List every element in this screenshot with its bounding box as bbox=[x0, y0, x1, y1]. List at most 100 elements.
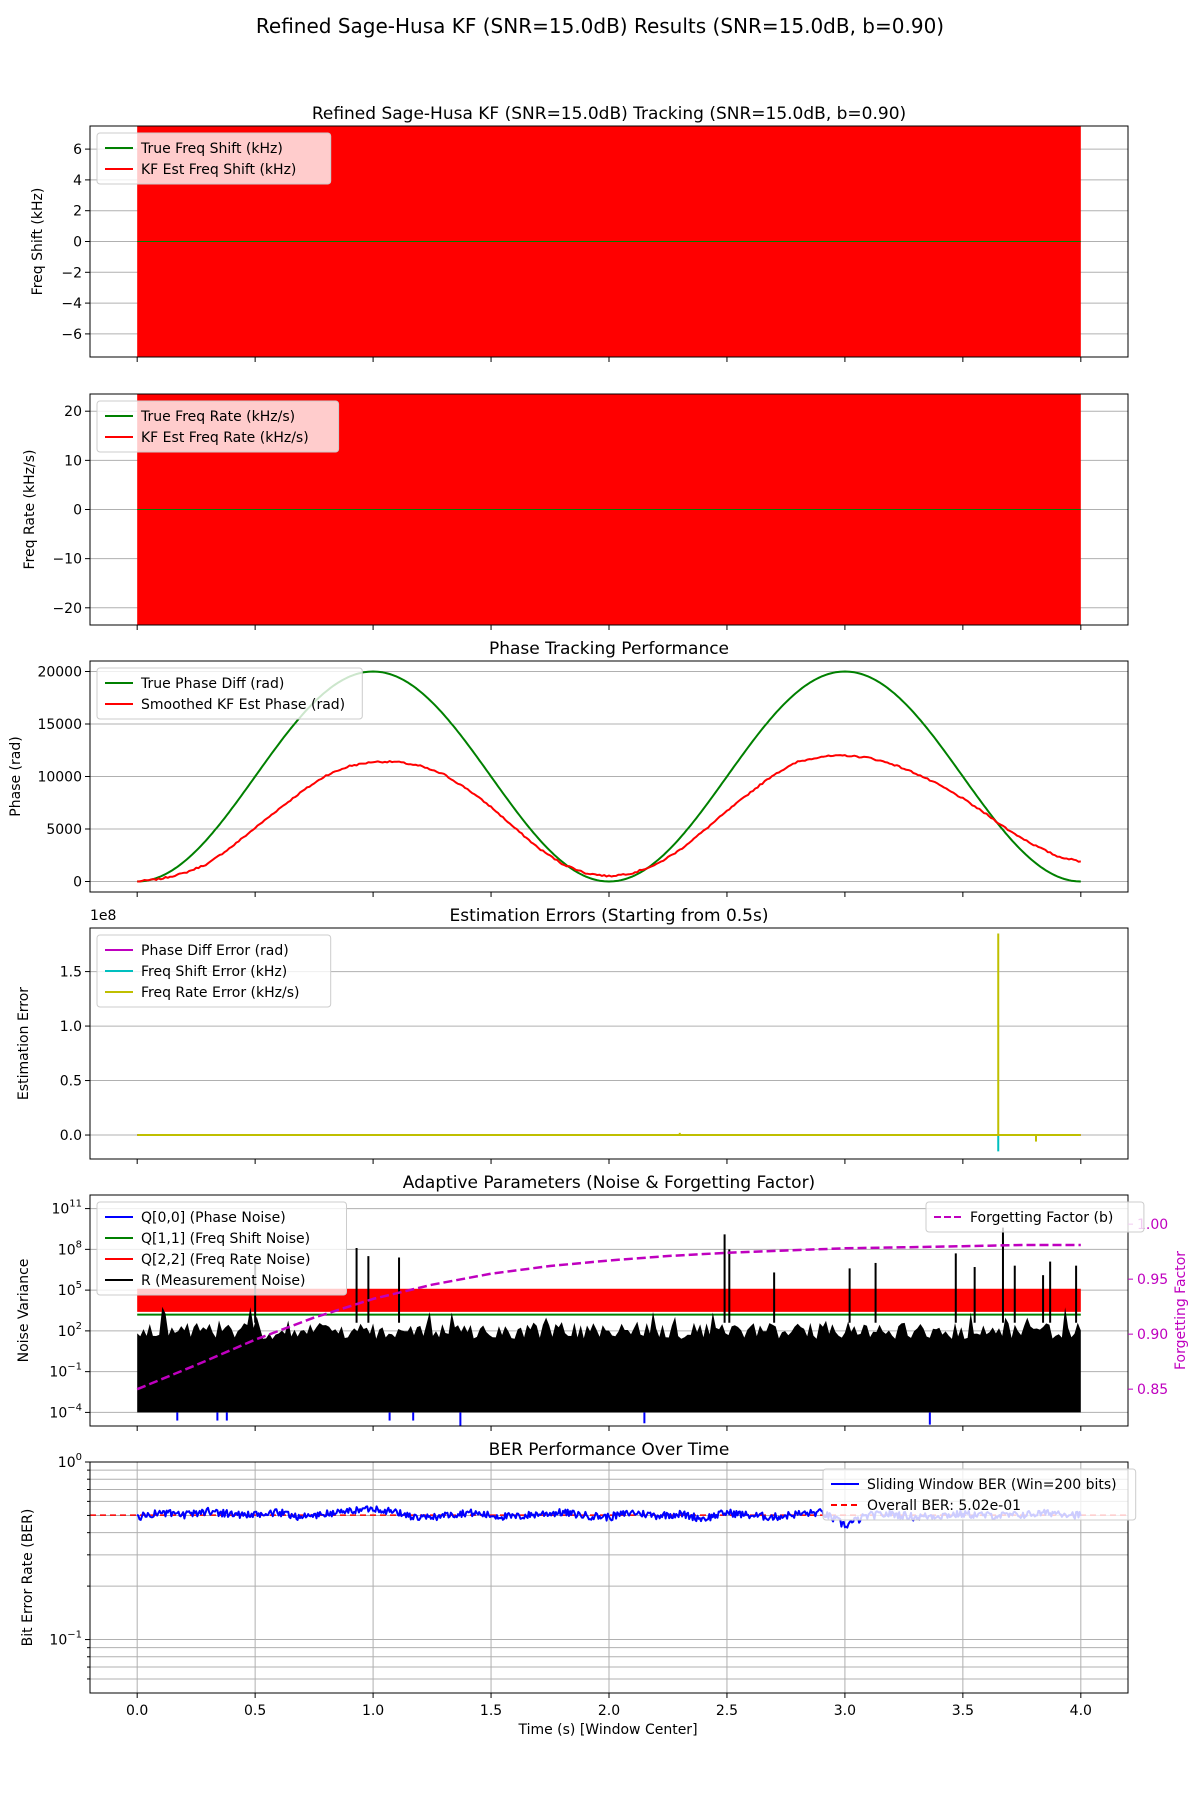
y-tick-label: 10 bbox=[64, 453, 82, 469]
y-tick-label: 20 bbox=[64, 404, 82, 420]
subplot-freq_shift: −6 −4 −2 0 2 4 6 Refined Sage-Husa KF (SNR=15.0… bbox=[30, 104, 1129, 362]
legend-label: R (Measurement Noise) bbox=[141, 1273, 306, 1289]
y-tick-label: 2 bbox=[73, 204, 82, 220]
subplot-title: BER Performance Over Time bbox=[489, 1440, 730, 1460]
kf-estimated-phase-line bbox=[137, 754, 1081, 883]
r-measurement-noise-band bbox=[137, 1306, 1081, 1413]
y-tick-label: 100 bbox=[58, 1452, 82, 1471]
legend-label: Phase Diff Error (rad) bbox=[141, 943, 289, 959]
subplot-title: Estimation Errors (Starting from 0.5s) bbox=[450, 906, 769, 926]
legend: True Phase Diff (rad) Smoothed KF Est Pha… bbox=[96, 667, 363, 720]
y-tick-label: 1011 bbox=[51, 1199, 82, 1218]
y-tick-label: 1.0 bbox=[60, 1019, 82, 1035]
subplot-ber: 10−1 100 0.0 0.5 1.0 1.5 2.0 2.5 3.0 3.5 4.0 BER Pe… bbox=[20, 1440, 1137, 1719]
y-tick-label: 0 bbox=[73, 235, 82, 251]
subplot-phase: 0 5000 10000 15000 20000 Phase Tracking Perfo… bbox=[8, 639, 1129, 897]
y-tick-label: 0 bbox=[73, 875, 82, 891]
legend-box bbox=[925, 1201, 1145, 1233]
y-tick-label: 1.5 bbox=[60, 965, 82, 981]
subplot-freq_rate: −20 −10 0 10 20 Freq Rate (kHz/s) True Freq Ra… bbox=[22, 393, 1129, 630]
y-tick-label: −4 bbox=[61, 296, 82, 312]
subplot-errors: 0.0 0.5 1.0 1.5 1e8 Estimation Errors (Starti… bbox=[16, 906, 1129, 1164]
legend-label: Q[2,2] (Freq Rate Noise) bbox=[141, 1252, 310, 1268]
y2-tick-label: 0.85 bbox=[1137, 1382, 1168, 1398]
q22-band bbox=[137, 1288, 1081, 1312]
y-tick-label: 6 bbox=[73, 142, 82, 158]
subplot-title: Phase Tracking Performance bbox=[489, 639, 729, 659]
legend-box bbox=[96, 934, 332, 1008]
x-tick-label: 2.0 bbox=[598, 1703, 620, 1719]
legend-label: True Freq Rate (kHz/s) bbox=[140, 409, 295, 425]
y-tick-label: 10−1 bbox=[49, 1630, 82, 1649]
legend-noise: Q[0,0] (Phase Noise) Q[1,1] (Freq Shift N… bbox=[96, 1201, 347, 1296]
subplot-title: Refined Sage-Husa KF (SNR=15.0dB) Tracki… bbox=[312, 104, 906, 124]
x-tick-label: 1.5 bbox=[480, 1703, 502, 1719]
y2-tick-label: 0.90 bbox=[1137, 1327, 1168, 1343]
x-tick-label: 0.0 bbox=[126, 1703, 148, 1719]
y-tick-label: 10−1 bbox=[49, 1362, 82, 1381]
legend-label: True Freq Shift (kHz) bbox=[140, 141, 283, 157]
legend-label: Q[0,0] (Phase Noise) bbox=[141, 1210, 286, 1226]
legend-label: KF Est Freq Rate (kHz/s) bbox=[141, 430, 309, 446]
y-tick-label: −6 bbox=[61, 327, 82, 343]
y-tick-label: 15000 bbox=[37, 717, 82, 733]
legend-box bbox=[822, 1468, 1137, 1521]
y-tick-label: 10−4 bbox=[49, 1402, 82, 1421]
x-tick-label: 0.5 bbox=[244, 1703, 266, 1719]
y2-tick-label: 0.95 bbox=[1137, 1272, 1168, 1288]
x-tick-label: 4.0 bbox=[1070, 1703, 1092, 1719]
legend-label: Overall BER: 5.02e-01 bbox=[867, 1498, 1021, 1514]
y-axis-label: Freq Rate (kHz/s) bbox=[22, 450, 38, 570]
y-tick-label: 0 bbox=[73, 503, 82, 519]
legend-box bbox=[96, 667, 363, 720]
y2-tick-label: 1.00 bbox=[1137, 1217, 1168, 1233]
legend-label: Q[1,1] (Freq Shift Noise) bbox=[141, 1231, 310, 1247]
forgetting-factor-line bbox=[136, 1243, 1081, 1391]
figure-suptitle: Refined Sage-Husa KF (SNR=15.0dB) Result… bbox=[256, 14, 944, 38]
y-axis-label: Phase (rad) bbox=[8, 736, 24, 816]
legend-label: Sliding Window BER (Win=200 bits) bbox=[867, 1477, 1117, 1493]
y-tick-label: −2 bbox=[61, 265, 82, 281]
legend-label: KF Est Freq Shift (kHz) bbox=[141, 162, 296, 178]
shared-x-axis-label: Time (s) [Window Center] bbox=[517, 1722, 697, 1738]
y-tick-label: 10000 bbox=[37, 770, 82, 786]
legend-label: Forgetting Factor (b) bbox=[970, 1210, 1113, 1226]
y-axis-label: Noise Variance bbox=[16, 1259, 32, 1363]
y-tick-label: 108 bbox=[58, 1239, 82, 1258]
legend: Sliding Window BER (Win=200 bits) Overall… bbox=[822, 1468, 1137, 1521]
y-tick-label: 5000 bbox=[46, 822, 82, 838]
legend: True Freq Shift (kHz) KF Est Freq Shift (… bbox=[96, 132, 332, 185]
legend-box bbox=[96, 132, 332, 185]
y-tick-label: 102 bbox=[58, 1321, 82, 1340]
y-axis-label: Bit Error Rate (BER) bbox=[20, 1509, 36, 1647]
x-tick-label: 3.0 bbox=[834, 1703, 856, 1719]
y-tick-label: 0.0 bbox=[60, 1128, 82, 1144]
y-tick-label: 0.5 bbox=[60, 1074, 82, 1090]
legend-box bbox=[96, 400, 340, 453]
y-axis-label: Freq Shift (kHz) bbox=[30, 188, 46, 296]
y-axis-label: Estimation Error bbox=[16, 987, 32, 1100]
legend-label: Freq Shift Error (kHz) bbox=[141, 964, 287, 980]
legend-label: Freq Rate Error (kHz/s) bbox=[141, 985, 299, 1001]
y-tick-label: 20000 bbox=[37, 665, 82, 681]
legend-label: Smoothed KF Est Phase (rad) bbox=[141, 697, 345, 713]
y-tick-label: 4 bbox=[73, 173, 82, 189]
y-tick-label: −20 bbox=[52, 601, 82, 617]
subplot-adaptive: 10−4 10−1 102 105 108 1011 0.85 0.90 0.95 1.00 For… bbox=[16, 1173, 1189, 1431]
subplot-title: Adaptive Parameters (Noise & Forgetting … bbox=[403, 1173, 815, 1193]
x-tick-label: 1.0 bbox=[362, 1703, 384, 1719]
legend-label: True Phase Diff (rad) bbox=[140, 676, 284, 692]
y-tick-label: 105 bbox=[58, 1280, 82, 1299]
legend: Phase Diff Error (rad) Freq Shift Error (… bbox=[96, 934, 332, 1008]
legend: True Freq Rate (kHz/s) KF Est Freq Rate (… bbox=[96, 400, 340, 453]
x-tick-label: 3.5 bbox=[952, 1703, 974, 1719]
x-tick-label: 2.5 bbox=[716, 1703, 738, 1719]
y-tick-label: −10 bbox=[52, 552, 82, 568]
true-phase-line bbox=[137, 670, 1081, 883]
legend-forgetting: Forgetting Factor (b) bbox=[925, 1201, 1145, 1233]
y2-axis-label: Forgetting Factor bbox=[1173, 1251, 1189, 1370]
legend-box bbox=[96, 1201, 347, 1296]
y-axis-multiplier: 1e8 bbox=[90, 908, 116, 924]
